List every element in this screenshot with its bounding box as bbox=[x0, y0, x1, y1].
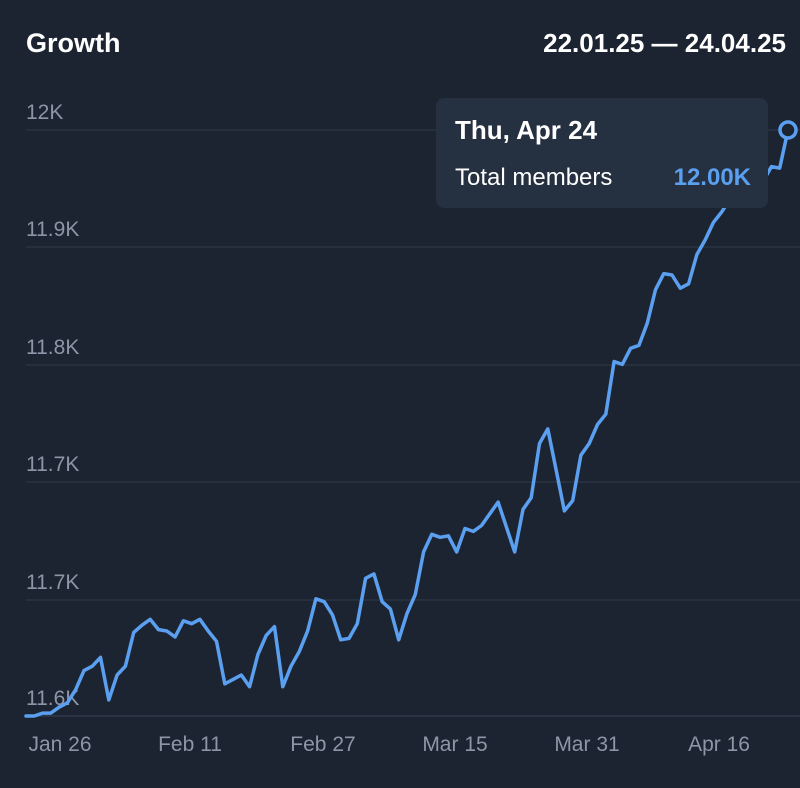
series-layer bbox=[24, 120, 798, 718]
tooltip-series-value: 12.00K bbox=[673, 164, 751, 191]
y-tick-label: 11.8K bbox=[26, 336, 79, 359]
date-range[interactable]: 22.01.25 — 24.04.25 bbox=[543, 28, 786, 58]
x-tick-label: Mar 15 bbox=[422, 733, 487, 756]
series-line-total-members bbox=[24, 128, 790, 718]
x-tick-label: Jan 26 bbox=[28, 733, 91, 756]
y-tick-label: 12K bbox=[26, 101, 63, 124]
y-tick-label: 11.7K bbox=[26, 571, 79, 594]
grid-lines bbox=[26, 129, 800, 717]
y-tick-label: 11.7K bbox=[26, 453, 79, 476]
tooltip-date: Thu, Apr 24 bbox=[455, 115, 598, 145]
x-tick-label: Mar 31 bbox=[554, 733, 619, 756]
x-tick-label: Feb 11 bbox=[158, 733, 222, 756]
chart-title: Growth bbox=[26, 28, 121, 58]
highlighted-data-point[interactable] bbox=[778, 120, 798, 140]
tooltip-series-label: Total members bbox=[455, 164, 613, 191]
hover-tooltip: Thu, Apr 24 Total members 12.00K bbox=[436, 98, 768, 208]
x-tick-label: Apr 16 bbox=[688, 733, 750, 756]
x-axis-ticks: Jan 26 Feb 11 Feb 27 Mar 15 Mar 31 Apr 16 bbox=[28, 733, 749, 756]
x-tick-label: Feb 27 bbox=[290, 733, 355, 756]
y-tick-label: 11.9K bbox=[26, 218, 79, 241]
